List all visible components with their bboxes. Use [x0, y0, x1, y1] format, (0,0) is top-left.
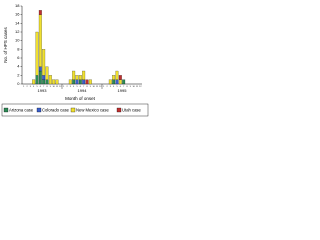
- bar-segment: [45, 79, 49, 85]
- bar-segment: [82, 79, 86, 85]
- bar-segment: [68, 79, 72, 85]
- x-tick-label: 2: [66, 86, 68, 88]
- bar-segment: [88, 79, 92, 85]
- y-tick-label: 16: [15, 12, 20, 17]
- x-tick-label: 7: [43, 86, 45, 88]
- legend-label: Colorado case: [42, 107, 70, 112]
- x-tick-label: 2: [106, 86, 108, 88]
- x-tick-label: 7: [83, 86, 85, 88]
- x-axis-label: Month of onset: [65, 96, 96, 101]
- legend-swatch: [70, 107, 76, 113]
- bar-segment: [108, 79, 112, 85]
- y-tick-label: 2: [17, 72, 20, 77]
- x-tick-label: 12: [59, 86, 62, 88]
- x-tick-label: 9: [130, 86, 132, 88]
- x-tick-label: 5: [76, 86, 78, 88]
- x-tick-label: 10: [93, 86, 96, 88]
- bar-segment: [38, 66, 42, 72]
- y-tick-label: 0: [17, 81, 20, 86]
- y-tick-label: 6: [17, 55, 20, 60]
- legend-label: Arizona case: [9, 107, 34, 112]
- legend-box: [1, 103, 149, 117]
- y-tick-label: 4: [17, 64, 20, 69]
- x-tick-label: 4: [73, 86, 75, 88]
- y-tick-label: 14: [15, 20, 20, 25]
- bar-segment: [72, 79, 76, 85]
- legend-swatch: [36, 107, 42, 113]
- bar-segment: [75, 75, 79, 80]
- x-tick-label: 8: [86, 86, 88, 88]
- bar-segment: [38, 70, 42, 85]
- legend-label: New Mexico case: [76, 107, 109, 112]
- x-tick-label: 9: [50, 86, 52, 88]
- legend-swatch: [116, 107, 122, 113]
- bar-segment: [85, 79, 89, 85]
- x-tick-label: 6: [120, 86, 122, 88]
- x-tick-label: 8: [46, 86, 48, 88]
- bar-segment: [52, 79, 56, 85]
- year-label: 1994: [78, 88, 88, 93]
- year-label: 1993: [38, 88, 48, 93]
- bar-segment: [118, 75, 122, 80]
- bar-segment: [48, 75, 52, 85]
- bar-segment: [55, 79, 59, 85]
- y-axis-label: No. of HPS cases: [3, 26, 8, 62]
- x-tick-label: 2: [26, 86, 28, 88]
- x-tick-label: 3: [70, 86, 72, 88]
- x-tick-label: 11: [136, 86, 139, 88]
- bar-segment: [75, 79, 79, 85]
- bar-segment: [35, 31, 39, 76]
- page: {"chart_data": {"type": "stacked_bar", "…: [0, 0, 150, 124]
- bar-segment: [78, 79, 82, 85]
- x-tick-label: 4: [33, 86, 35, 88]
- bar-segment: [82, 70, 86, 80]
- bar-segment: [118, 79, 122, 85]
- x-tick-label: 5: [116, 86, 118, 88]
- bar-segment: [35, 75, 39, 85]
- bar-segment: [42, 79, 46, 85]
- legend-swatch: [3, 107, 9, 113]
- bar-segment: [42, 75, 46, 80]
- x-tick-label: 7: [123, 86, 125, 88]
- bar-segment: [45, 66, 49, 80]
- bar-segment: [38, 10, 42, 15]
- x-tick-label: 6: [80, 86, 82, 88]
- y-tick-label: 8: [17, 46, 20, 51]
- chart: No. of HPS cases Month of onset 02468101…: [1, 3, 149, 117]
- x-tick-label: 3: [30, 86, 32, 88]
- year-label: 1995: [118, 88, 128, 93]
- x-tick-label: 8: [126, 86, 128, 88]
- y-tick-label: 10: [15, 38, 20, 43]
- x-tick-label: 12: [139, 86, 142, 88]
- bar-segment: [115, 70, 119, 80]
- x-tick-label: 4: [113, 86, 115, 88]
- bar-segment: [112, 79, 116, 85]
- y-tick-label: 18: [15, 3, 20, 8]
- legend-label: Utah case: [122, 107, 142, 112]
- bar-segment: [32, 79, 36, 85]
- x-tick-label: 10: [53, 86, 56, 88]
- bar-segment: [115, 79, 119, 85]
- bar-segment: [42, 49, 46, 76]
- x-tick-label: 1: [23, 86, 25, 88]
- bar-segment: [72, 70, 76, 80]
- bar-segment: [78, 75, 82, 80]
- bar-segment: [112, 75, 116, 80]
- x-tick-label: 10: [133, 86, 136, 88]
- x-tick-label: 9: [90, 86, 92, 88]
- x-tick-label: 11: [96, 86, 99, 88]
- y-tick-label: 12: [15, 29, 20, 34]
- bar-segment: [38, 14, 42, 67]
- bar-segment: [122, 79, 126, 85]
- x-tick-label: 6: [40, 86, 42, 88]
- x-tick-label: 5: [36, 86, 38, 88]
- x-tick-label: 11: [56, 86, 59, 88]
- x-tick-label: 1: [103, 86, 105, 88]
- x-tick-label: 12: [99, 86, 102, 88]
- x-tick-label: 3: [110, 86, 112, 88]
- x-tick-label: 1: [63, 86, 65, 88]
